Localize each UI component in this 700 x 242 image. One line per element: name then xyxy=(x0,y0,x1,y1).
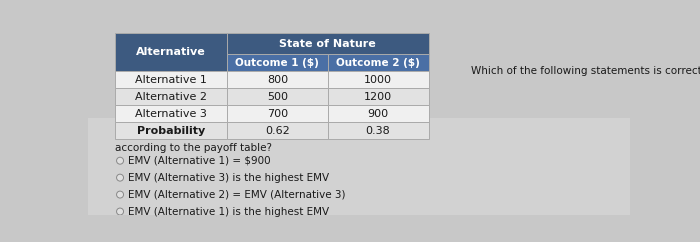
Bar xyxy=(328,54,428,71)
Text: Alternative: Alternative xyxy=(136,47,206,57)
Bar xyxy=(115,122,227,139)
Circle shape xyxy=(117,157,123,164)
Text: Which of the following statements is correct: Which of the following statements is cor… xyxy=(471,66,700,76)
Text: Alternative 3: Alternative 3 xyxy=(135,109,206,119)
Bar xyxy=(115,88,227,105)
Bar xyxy=(328,71,428,88)
Bar xyxy=(115,33,227,71)
Bar xyxy=(328,122,428,139)
Bar xyxy=(227,88,328,105)
Text: 1000: 1000 xyxy=(364,75,392,85)
Text: EMV (Alternative 2) = EMV (Alternative 3): EMV (Alternative 2) = EMV (Alternative 3… xyxy=(128,189,345,200)
Bar xyxy=(115,105,227,122)
Bar xyxy=(227,71,328,88)
Circle shape xyxy=(117,174,123,181)
Bar xyxy=(88,29,630,118)
Bar xyxy=(227,33,428,54)
Circle shape xyxy=(117,208,123,215)
Text: Alternative 2: Alternative 2 xyxy=(135,92,206,102)
Text: EMV (Alternative 3) is the highest EMV: EMV (Alternative 3) is the highest EMV xyxy=(128,173,329,183)
Text: 0.62: 0.62 xyxy=(265,126,290,136)
Text: 800: 800 xyxy=(267,75,288,85)
Text: Probability: Probability xyxy=(136,126,205,136)
Text: 0.38: 0.38 xyxy=(365,126,391,136)
Bar xyxy=(88,118,630,215)
Text: Outcome 2 ($): Outcome 2 ($) xyxy=(336,58,420,68)
Text: State of Nature: State of Nature xyxy=(279,39,376,49)
Bar xyxy=(227,122,328,139)
Bar xyxy=(115,71,227,88)
Text: Alternative 1: Alternative 1 xyxy=(135,75,206,85)
Text: 500: 500 xyxy=(267,92,288,102)
Bar xyxy=(227,105,328,122)
Text: according to the payoff table?: according to the payoff table? xyxy=(115,143,272,153)
Bar xyxy=(227,54,328,71)
Bar xyxy=(328,105,428,122)
Text: Outcome 1 ($): Outcome 1 ($) xyxy=(235,58,319,68)
Text: EMV (Alternative 1) is the highest EMV: EMV (Alternative 1) is the highest EMV xyxy=(128,206,329,217)
Text: 900: 900 xyxy=(368,109,388,119)
Text: EMV (Alternative 1) = $900: EMV (Alternative 1) = $900 xyxy=(128,156,270,166)
Text: 700: 700 xyxy=(267,109,288,119)
Text: 1200: 1200 xyxy=(364,92,392,102)
Circle shape xyxy=(117,191,123,198)
Bar xyxy=(328,88,428,105)
